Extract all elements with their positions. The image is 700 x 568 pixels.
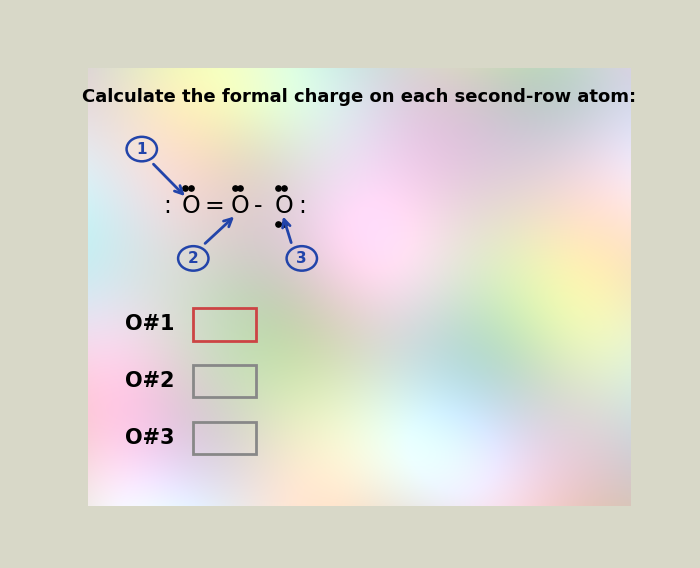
Text: 1: 1 xyxy=(136,141,147,157)
Text: O: O xyxy=(274,194,293,218)
Bar xyxy=(193,365,256,398)
Text: :: : xyxy=(163,194,172,218)
Text: Calculate the formal charge on each second-row atom:: Calculate the formal charge on each seco… xyxy=(82,88,636,106)
Text: O#1: O#1 xyxy=(125,314,175,334)
Text: -: - xyxy=(254,194,262,218)
Text: O#2: O#2 xyxy=(125,371,175,391)
Text: O#3: O#3 xyxy=(125,428,175,448)
Text: O: O xyxy=(181,194,200,218)
Text: 3: 3 xyxy=(297,251,307,266)
Text: 2: 2 xyxy=(188,251,199,266)
Text: O: O xyxy=(231,194,249,218)
Bar xyxy=(193,421,256,454)
Bar xyxy=(193,308,256,341)
Text: =: = xyxy=(204,194,225,218)
Text: :: : xyxy=(298,194,306,218)
